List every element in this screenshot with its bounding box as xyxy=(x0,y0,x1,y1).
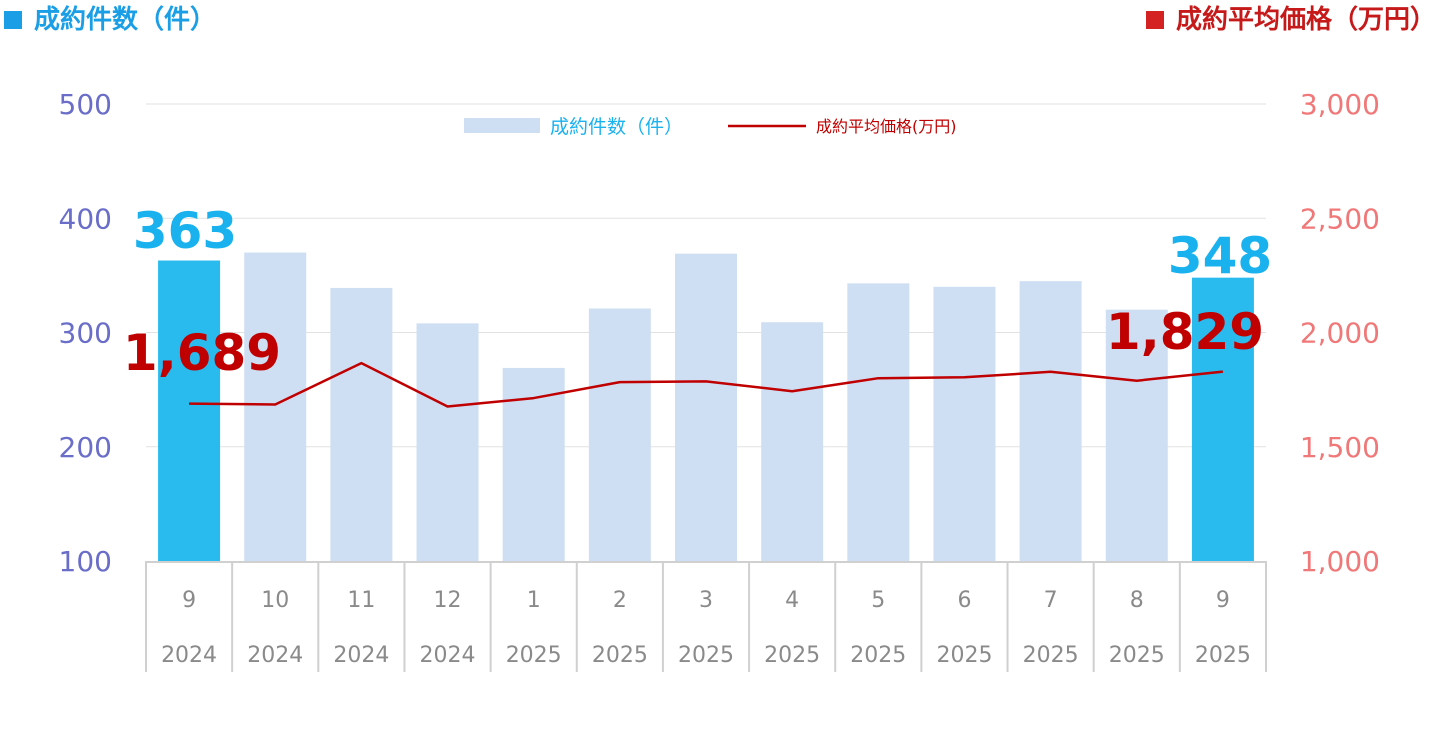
first-count-label: 363 xyxy=(133,202,237,260)
bar xyxy=(1105,309,1168,561)
bar xyxy=(933,286,996,561)
bars xyxy=(158,252,1254,562)
red-square-icon xyxy=(1145,11,1164,29)
month-label: 6 xyxy=(957,588,971,613)
annotations: 363 348 1,689 1,829 xyxy=(123,202,1272,382)
right-tick-label: 2,500 xyxy=(1300,202,1380,235)
last-count-label: 348 xyxy=(1168,227,1272,285)
right-tick-label: 1,000 xyxy=(1300,545,1380,578)
month-label: 1 xyxy=(527,588,541,613)
right-axis-title-text: 成約平均価格（万円） xyxy=(1175,5,1436,35)
x-axis: 9 2024 10 2024 11 2024 12 2024 1 2025 2 2025 3 2025 4 2… xyxy=(145,561,1267,672)
month-label: 11 xyxy=(347,588,375,613)
month-label: 5 xyxy=(871,588,885,613)
bar xyxy=(416,323,479,561)
year-label: 2024 xyxy=(420,643,476,668)
month-label: 2 xyxy=(613,588,627,613)
left-tick-label: 300 xyxy=(59,317,112,350)
month-label: 12 xyxy=(434,588,462,613)
month-label: 10 xyxy=(261,588,289,613)
bar xyxy=(675,253,737,562)
right-axis-ticks: 1,000 1,500 2,000 2,500 3,000 xyxy=(1300,88,1380,578)
bar xyxy=(330,287,393,561)
right-tick-label: 3,000 xyxy=(1300,88,1380,121)
month-label: 8 xyxy=(1130,588,1144,613)
year-label: 2025 xyxy=(764,643,820,668)
month-label: 7 xyxy=(1044,588,1058,613)
bar xyxy=(1191,277,1254,561)
month-label: 9 xyxy=(1216,588,1230,613)
left-tick-label: 200 xyxy=(59,431,112,464)
legend-line-label: 成約平均価格(万円) xyxy=(816,117,957,136)
bar xyxy=(847,283,910,561)
price-line-series xyxy=(189,361,1224,408)
price-line xyxy=(189,361,1224,408)
bar xyxy=(158,260,221,561)
left-axis-title-text: 成約件数（件） xyxy=(34,5,217,35)
year-label: 2025 xyxy=(1195,643,1251,668)
first-price-label: 1,689 xyxy=(123,324,281,382)
year-label: 2025 xyxy=(850,643,906,668)
left-tick-label: 500 xyxy=(59,88,112,121)
year-label: 2025 xyxy=(1023,643,1079,668)
blue-square-icon xyxy=(4,11,22,29)
year-label: 2024 xyxy=(161,643,217,668)
month-label: 4 xyxy=(785,588,799,613)
right-tick-label: 2,000 xyxy=(1300,317,1380,350)
last-price-label: 1,829 xyxy=(1106,303,1264,361)
left-axis-title: 成約件数（件） xyxy=(4,2,216,38)
year-label: 2025 xyxy=(936,643,992,668)
right-axis-title: 成約平均価格（万円） xyxy=(1145,2,1436,38)
bar xyxy=(244,252,307,561)
year-label: 2025 xyxy=(506,643,562,668)
legend: 成約件数（件） 成約平均価格(万円) xyxy=(464,116,957,138)
legend-bar-swatch xyxy=(464,118,540,133)
left-tick-label: 400 xyxy=(59,202,112,235)
month-label: 3 xyxy=(699,588,713,613)
right-tick-label: 1,500 xyxy=(1300,431,1380,464)
year-label: 2024 xyxy=(247,643,303,668)
year-label: 2025 xyxy=(1109,643,1165,668)
left-tick-label: 100 xyxy=(59,545,112,578)
bar xyxy=(588,308,651,561)
left-axis-ticks: 100 200 300 400 500 xyxy=(59,88,112,578)
bar xyxy=(761,322,824,561)
bar xyxy=(1019,281,1082,561)
legend-bar-label: 成約件数（件） xyxy=(550,116,683,138)
month-label: 9 xyxy=(182,588,196,613)
year-label: 2025 xyxy=(678,643,734,668)
year-label: 2025 xyxy=(592,643,648,668)
year-label: 2024 xyxy=(333,643,389,668)
